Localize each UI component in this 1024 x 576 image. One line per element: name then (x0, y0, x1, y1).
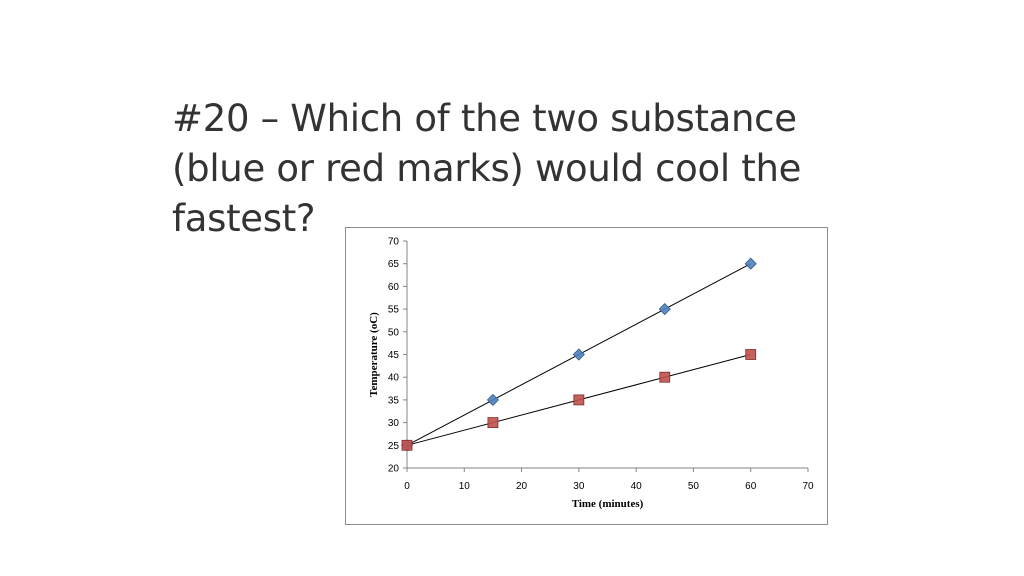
data-point-square (401, 439, 413, 451)
data-point-diamond (486, 393, 499, 406)
y-tick-label: 60 (388, 282, 400, 293)
x-tick-label: 0 (404, 481, 410, 492)
x-tick-label: 20 (516, 481, 528, 492)
y-tick-label: 70 (388, 237, 400, 248)
data-point-square (659, 371, 671, 383)
chart-axes: 20 25 30 35 40 45 50 55 60 65 70 0 10 20 30 40 50 60 70 (388, 237, 814, 493)
chart-frame: 20 25 30 35 40 45 50 55 60 65 70 0 10 20 30 40 50 60 70 Ti… (345, 227, 828, 525)
y-tick-label: 20 (388, 464, 400, 475)
slide-title-line-2: (blue or red marks) would cool the (172, 147, 802, 190)
data-point-square (745, 349, 757, 360)
data-point-diamond (572, 348, 585, 361)
y-tick-label: 35 (388, 395, 400, 406)
y-tick-label: 30 (388, 418, 400, 429)
temperature-chart: 20 25 30 35 40 45 50 55 60 65 70 0 10 20 30 40 50 60 70 Ti… (368, 237, 814, 511)
x-axis-title: Time (minutes) (572, 498, 644, 510)
x-tick-label: 40 (631, 481, 643, 492)
y-tick-label: 45 (388, 350, 400, 361)
data-point-square (487, 417, 499, 429)
y-axis-title: Temperature (oC) (368, 312, 380, 397)
slide-title-line-3: fastest? (172, 197, 316, 240)
slide-title: #20 – Which of the two substance (blue o… (172, 94, 852, 244)
y-tick-label: 40 (388, 373, 400, 384)
x-tick-label: 70 (802, 481, 814, 492)
y-tick-label: 50 (388, 327, 400, 338)
slide-title-line-1: #20 – Which of the two substance (172, 97, 797, 140)
x-tick-label: 30 (573, 481, 585, 492)
data-point-square (573, 394, 585, 406)
x-tick-label: 50 (688, 481, 700, 492)
y-tick-label: 25 (388, 441, 400, 452)
x-tick-label: 10 (459, 481, 471, 492)
data-point-diamond (744, 257, 757, 270)
y-tick-label: 65 (388, 259, 400, 270)
data-point-diamond (658, 303, 671, 316)
chart-markers (400, 257, 757, 452)
x-tick-label: 60 (745, 481, 757, 492)
y-tick-label: 55 (388, 305, 400, 316)
